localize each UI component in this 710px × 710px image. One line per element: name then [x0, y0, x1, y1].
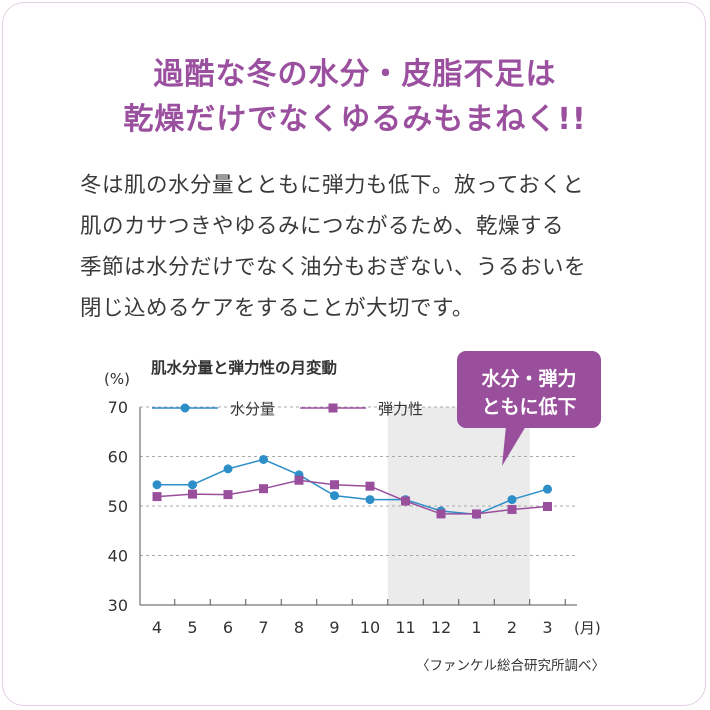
x-tick-label: 7 — [258, 618, 268, 637]
headline: 過酷な冬の水分・皮脂不足は 乾燥だけでなくゆるみもまねく!! — [0, 52, 710, 142]
elasticity-point — [472, 509, 481, 519]
callout-pointer — [502, 426, 526, 466]
body-text: 冬は肌の水分量とともに弾力も低下。放っておくと 肌のカサつきやゆるみにつながるた… — [80, 165, 640, 329]
body-line-3: 季節は水分だけでなく油分もおぎない、うるおいを — [80, 255, 587, 280]
elasticity-point — [401, 496, 410, 506]
callout-line-2: ともに低下 — [481, 395, 576, 418]
moisture-point — [188, 480, 197, 490]
elasticity-point — [259, 484, 268, 494]
x-tick-label: 8 — [294, 618, 304, 637]
x-tick-label: 2 — [507, 618, 517, 637]
elasticity-point — [294, 475, 304, 485]
series-line-moisture — [157, 458, 548, 516]
x-tick-label: 6 — [223, 618, 233, 637]
legend-label-moisture: 水分量 — [230, 400, 275, 418]
y-tick-label: 40 — [108, 547, 128, 566]
moisture-point — [365, 495, 375, 505]
source-note: 〈ファンケル総合研究所調べ〉 — [416, 658, 605, 674]
headline-line-1: 過酷な冬の水分・皮脂不足は — [153, 57, 557, 92]
body-line-4: 閉じ込めるケアをすることが大切です。 — [80, 296, 474, 321]
x-tick-label: 11 — [395, 618, 415, 637]
elasticity-point — [330, 480, 339, 490]
elasticity-point — [507, 504, 517, 514]
body-line-2: 肌のカサつきやゆるみにつながるため、乾燥する — [80, 214, 565, 239]
chart-title: 肌水分量と弾力性の月変動 — [151, 358, 337, 377]
legend-label-elasticity: 弾力性 — [378, 400, 423, 418]
x-tick-label: 10 — [360, 618, 380, 637]
moisture-point — [152, 480, 162, 490]
x-tick-label: 3 — [542, 618, 552, 637]
x-tick-label: 4 — [152, 618, 162, 637]
y-tick-label: 30 — [108, 596, 128, 615]
moisture-point — [507, 495, 517, 505]
elasticity-point — [152, 492, 162, 502]
moisture-point — [330, 491, 339, 501]
moisture-point — [259, 454, 268, 464]
moisture-point — [223, 464, 233, 474]
callout-bubble: 水分・弾力 ともに低下 — [457, 351, 601, 466]
callout-line-1: 水分・弾力 — [481, 367, 576, 390]
elasticity-point — [188, 489, 197, 499]
legend-marker-elasticity — [328, 403, 338, 413]
headline-line-2: 乾燥だけでなくゆるみもまねく!! — [123, 102, 587, 137]
elasticity-point — [223, 490, 233, 500]
elasticity-point — [543, 501, 552, 511]
y-tick-label: 70 — [108, 398, 128, 417]
moisture-point — [543, 484, 552, 494]
callout-box — [457, 351, 601, 428]
x-tick-label: 9 — [329, 618, 339, 637]
x-axis-unit: (月) — [574, 619, 601, 637]
elasticity-point — [365, 481, 375, 491]
x-tick-label: 1 — [471, 618, 481, 637]
y-tick-label: 50 — [108, 497, 128, 516]
y-axis-unit: (%) — [104, 370, 130, 388]
legend-marker-moisture — [180, 403, 190, 413]
x-tick-label: 12 — [431, 618, 451, 637]
series-line-elasticity — [156, 479, 548, 515]
x-tick-label: 5 — [187, 618, 197, 637]
y-tick-label: 60 — [108, 448, 128, 467]
legend: 水分量 弾力性 — [152, 400, 423, 418]
elasticity-point — [436, 509, 446, 519]
body-line-1: 冬は肌の水分量とともに弾力も低下。放っておくと — [80, 173, 585, 198]
